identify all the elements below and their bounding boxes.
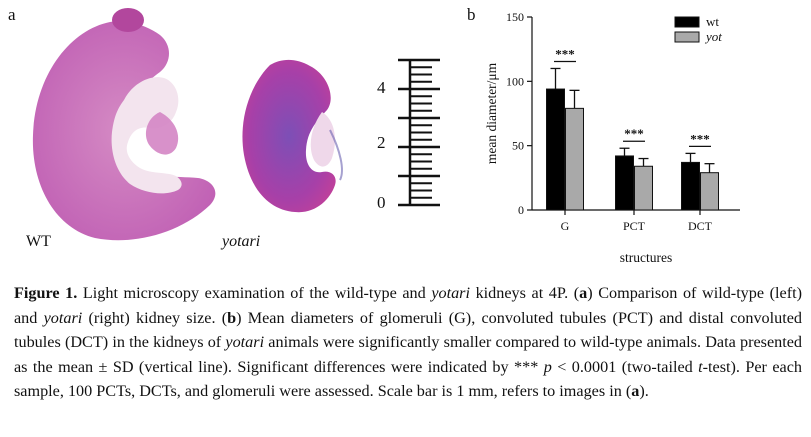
yotari-kidney-image [242,59,343,213]
bar-yot-DCT [700,172,719,211]
caption-italic: yotari [225,333,265,351]
legend-label-yot: yot [704,29,722,44]
x-tick-label: DCT [688,219,713,233]
scale-bar [398,58,440,207]
significance-label: *** [555,46,575,61]
y-tick-label: 50 [512,139,524,153]
bar-wt-G [546,88,565,211]
diameter-bar-chart: 0 50 100 150 mean diameter/μm G *** PCT *** DCT **… [484,10,740,265]
y-tick-label: 0 [518,203,524,217]
bar-yot-PCT [634,165,653,211]
bar-yot-G [565,107,584,211]
panel-b-letter: b [467,5,476,24]
bar-wt-DCT [681,161,700,211]
caption-italic: t [698,357,703,376]
kidney-micrographs [32,8,440,241]
y-tick-label: 100 [506,74,524,88]
figure-label: Figure 1. [14,284,78,302]
scale-label-4: 4 [377,78,386,97]
figure-caption: Figure 1. Light microscopy examination o… [14,281,802,404]
legend-swatch-yot [674,31,700,43]
significance-label: *** [690,131,710,146]
wt-kidney-image [32,8,216,241]
x-axis-label: structures [620,250,672,265]
caption-text: animals were significantly smaller compa… [14,333,802,376]
caption-italic: yotari [431,284,470,302]
scale-label-2: 2 [377,133,386,152]
caption-italic: yotari [43,308,83,327]
caption-text: ) Mean diameters of glomeruli (G), convo… [14,308,803,352]
caption-text: -test). Per each sample, 100 PCTs, DCTs,… [14,357,802,401]
caption-ref-b: b [227,308,237,327]
panel-a-letter: a [8,5,16,24]
caption-ref-a: a [631,382,640,400]
x-tick-label: G [561,219,570,233]
wt-label: WT [26,233,51,250]
caption-text: kidneys at 4P. ( [469,284,580,302]
caption-ref-a: a [579,284,588,302]
x-tick-label: PCT [623,219,646,233]
caption-text: < 0.0001 (two-tailed [551,357,699,376]
caption-text: ) Comparison of wild-type (left) and [14,284,803,327]
significance-label: *** [624,126,644,141]
bar-wt-PCT [615,155,634,211]
y-axis-label: mean diameter/μm [484,62,499,164]
caption-text: Light microscopy examination of the wild… [77,284,432,302]
yotari-label: yotari [222,233,261,250]
caption-italic: p [543,357,552,376]
scale-label-0: 0 [377,193,386,212]
legend-label-wt: wt [706,14,719,29]
caption-text: (right) kidney size. ( [82,308,228,327]
legend-swatch-wt [674,16,700,28]
caption-text: ). [639,382,649,400]
y-tick-label: 150 [506,10,524,24]
